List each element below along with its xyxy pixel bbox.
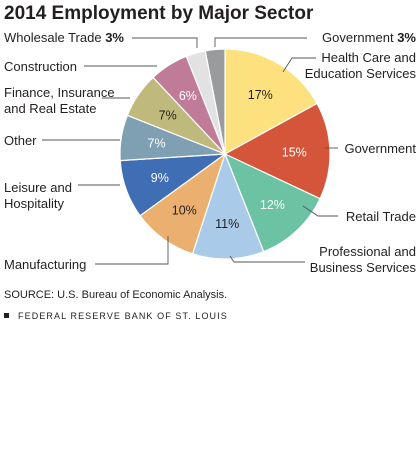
label-health-care-line-1: Health Care and [321, 50, 416, 65]
pie-slice-2 [223, 152, 321, 253]
category-labels: Wholesale Trade 3% Construction Finance,… [4, 30, 416, 275]
pie-percent-label-8: 6% [179, 89, 197, 103]
label-professional-line-1: Professional and [319, 244, 416, 259]
pie-percent-labels: 17%15%12%11%10%9%7%7%6% [148, 88, 307, 231]
leader-line-manufacturing [95, 236, 169, 265]
pie-slice-1 [223, 102, 331, 200]
pie-percent-label-5: 9% [151, 171, 169, 185]
label-retail-trade: Retail Trade [346, 209, 416, 224]
pie-slice-0 [224, 48, 318, 156]
label-professional-line-2: Business Services [310, 260, 417, 275]
pie-percent-label-4: 10% [172, 204, 197, 218]
leader-lines [42, 37, 338, 265]
label-finance-line-1: Finance, Insurance [4, 85, 115, 100]
pie-percent-label-1: 15% [282, 145, 307, 159]
source-note: SOURCE: U.S. Bureau of Economic Analysis… [4, 289, 227, 301]
label-leisure-line-2: Hospitality [4, 196, 64, 211]
leader-line-government-small [214, 37, 307, 47]
pie-percent-label-0: 17% [248, 88, 273, 102]
label-wholesale-trade: Wholesale Trade 3% [4, 30, 124, 45]
chart-title: 2014 Employment by Major Sector [4, 3, 314, 24]
pie-slice-10 [204, 48, 226, 155]
label-manufacturing: Manufacturing [4, 257, 86, 272]
label-other: Other [4, 133, 37, 148]
label-government-small: Government 3% [322, 30, 416, 45]
leader-line-health-care [282, 57, 316, 73]
label-construction: Construction [4, 59, 77, 74]
label-health-care-line-2: Education Services [305, 66, 417, 81]
publisher-bullet-icon [4, 313, 9, 318]
label-finance-line-2: and Real Estate [4, 101, 97, 116]
pie-slices [119, 48, 331, 260]
leader-line-professional [229, 255, 305, 263]
leader-line-wholesale [132, 37, 198, 48]
label-government: Government [344, 141, 416, 156]
pie-percent-label-6: 7% [148, 137, 166, 151]
publisher-name: FEDERAL RESERVE BANK OF ST. LOUIS [18, 311, 228, 321]
pie-slice-3 [191, 152, 265, 260]
leader-line-retail [302, 205, 338, 217]
pie-percent-label-2: 12% [260, 198, 285, 212]
pie-percent-label-3: 11% [215, 217, 239, 231]
label-leisure-line-1: Leisure and [4, 180, 72, 195]
pie-percent-label-7: 7% [159, 109, 177, 123]
